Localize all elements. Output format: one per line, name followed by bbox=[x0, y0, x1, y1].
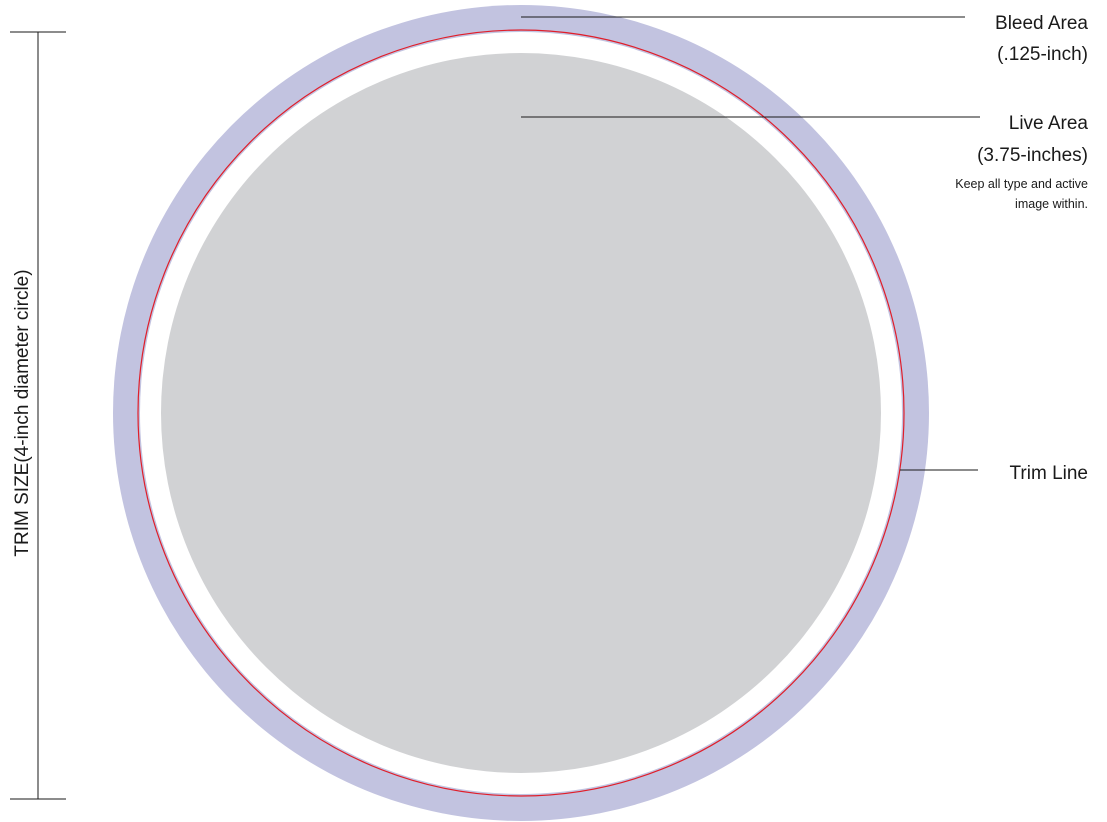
live-area-circle bbox=[161, 53, 881, 773]
trim-line-circle bbox=[137, 29, 905, 797]
trim-line-label: Trim Line bbox=[1009, 463, 1088, 484]
bleed-area-label: Bleed Area bbox=[995, 13, 1088, 34]
bleed-area-size-label: (.125-inch) bbox=[997, 44, 1088, 65]
live-area-size-label: (3.75-inches) bbox=[977, 145, 1088, 166]
live-area-note-line1: Keep all type and active bbox=[955, 177, 1088, 191]
trim-size-label: TRIM SIZE(4-inch diameter circle) bbox=[12, 269, 33, 557]
live-area-note-line2: image within. bbox=[1015, 197, 1088, 211]
live-area-label: Live Area bbox=[1008, 113, 1088, 134]
